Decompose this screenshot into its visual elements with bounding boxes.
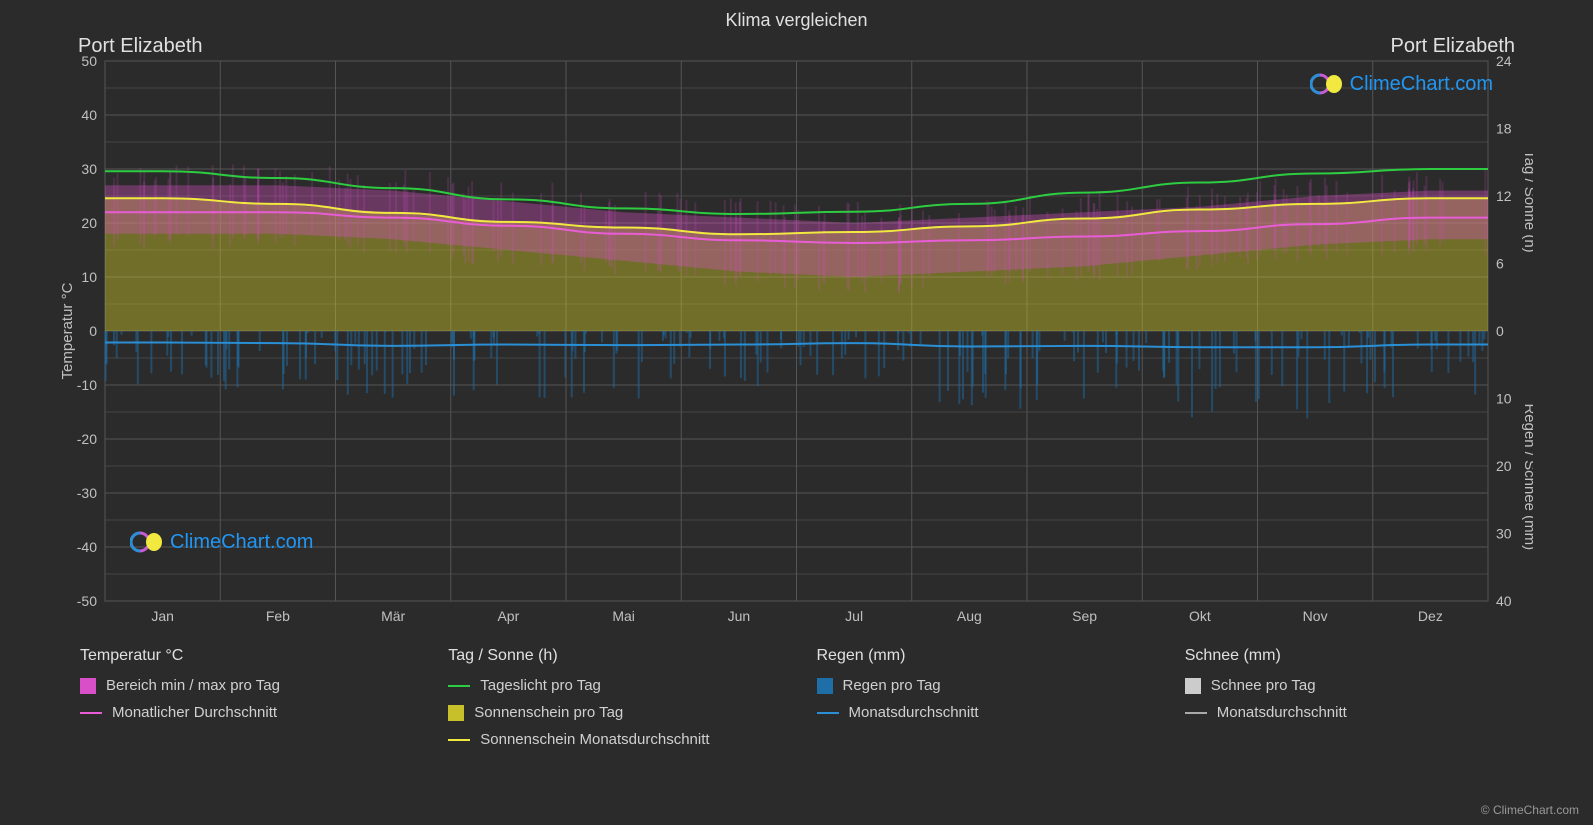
chart-title: Klima vergleichen bbox=[0, 0, 1593, 31]
svg-text:12: 12 bbox=[1496, 188, 1512, 204]
watermark-top: ClimeChart.com bbox=[1310, 72, 1493, 96]
legend: Temperatur °C Bereich min / max pro Tag Mo… bbox=[0, 629, 1593, 758]
legend-item: Sonnenschein pro Tag bbox=[448, 704, 776, 721]
svg-text:18: 18 bbox=[1496, 121, 1512, 137]
svg-text:Apr: Apr bbox=[497, 608, 519, 624]
svg-text:10: 10 bbox=[81, 269, 97, 285]
svg-text:20: 20 bbox=[81, 215, 97, 231]
legend-swatch-icon bbox=[448, 705, 464, 721]
legend-item-label: Tageslicht pro Tag bbox=[480, 677, 601, 694]
svg-text:20: 20 bbox=[1496, 458, 1512, 474]
svg-text:Jan: Jan bbox=[151, 608, 174, 624]
watermark-bottom: ClimeChart.com bbox=[130, 530, 313, 554]
legend-group: Temperatur °C Bereich min / max pro Tag Mo… bbox=[80, 647, 408, 758]
svg-text:-10: -10 bbox=[77, 377, 97, 393]
legend-group: Regen (mm) Regen pro Tag Monatsdurchschnit… bbox=[817, 647, 1145, 758]
legend-item: Schnee pro Tag bbox=[1185, 677, 1513, 694]
svg-text:30: 30 bbox=[81, 161, 97, 177]
svg-text:Mai: Mai bbox=[612, 608, 635, 624]
svg-text:Jun: Jun bbox=[728, 608, 751, 624]
legend-item-label: Monatsdurchschnitt bbox=[1217, 704, 1347, 721]
legend-group-title: Schnee (mm) bbox=[1185, 647, 1513, 665]
legend-item: Tageslicht pro Tag bbox=[448, 677, 776, 694]
legend-item-label: Monatsdurchschnitt bbox=[849, 704, 979, 721]
legend-group: Tag / Sonne (h) Tageslicht pro Tag Sonnens… bbox=[448, 647, 776, 758]
legend-swatch-icon bbox=[80, 678, 96, 694]
svg-text:Feb: Feb bbox=[266, 608, 290, 624]
svg-text:Nov: Nov bbox=[1303, 608, 1328, 624]
legend-item: Monatsdurchschnitt bbox=[1185, 704, 1513, 721]
svg-text:40: 40 bbox=[81, 107, 97, 123]
legend-swatch-icon bbox=[1185, 678, 1201, 694]
legend-item-label: Schnee pro Tag bbox=[1211, 677, 1316, 694]
svg-text:0: 0 bbox=[1496, 323, 1504, 339]
legend-item: Monatsdurchschnitt bbox=[817, 704, 1145, 721]
legend-swatch-icon bbox=[817, 678, 833, 694]
legend-line-icon bbox=[448, 739, 470, 741]
svg-text:Aug: Aug bbox=[957, 608, 982, 624]
copyright-text: © ClimeChart.com bbox=[1481, 803, 1579, 817]
legend-item-label: Monatlicher Durchschnitt bbox=[112, 704, 277, 721]
svg-text:30: 30 bbox=[1496, 526, 1512, 542]
legend-line-icon bbox=[80, 712, 102, 714]
svg-text:Mär: Mär bbox=[381, 608, 405, 624]
svg-text:0: 0 bbox=[89, 323, 97, 339]
svg-text:Sep: Sep bbox=[1072, 608, 1097, 624]
legend-group-title: Temperatur °C bbox=[80, 647, 408, 665]
watermark-text: ClimeChart.com bbox=[1350, 73, 1493, 96]
svg-text:Dez: Dez bbox=[1418, 608, 1443, 624]
legend-group: Schnee (mm) Schnee pro Tag Monatsdurchschn… bbox=[1185, 647, 1513, 758]
svg-text:-50: -50 bbox=[77, 593, 97, 609]
svg-text:40: 40 bbox=[1496, 593, 1512, 609]
legend-item: Regen pro Tag bbox=[817, 677, 1145, 694]
svg-text:Temperatur °C: Temperatur °C bbox=[60, 282, 76, 379]
legend-line-icon bbox=[817, 712, 839, 714]
svg-text:-30: -30 bbox=[77, 485, 97, 501]
legend-item-label: Regen pro Tag bbox=[843, 677, 941, 694]
svg-text:10: 10 bbox=[1496, 391, 1512, 407]
svg-text:Jul: Jul bbox=[845, 608, 863, 624]
watermark-text: ClimeChart.com bbox=[170, 531, 313, 554]
legend-line-icon bbox=[448, 685, 470, 687]
legend-item-label: Bereich min / max pro Tag bbox=[106, 677, 280, 694]
svg-text:Okt: Okt bbox=[1189, 608, 1211, 624]
location-label-right: Port Elizabeth bbox=[1390, 35, 1515, 58]
svg-text:Tag / Sonne (h): Tag / Sonne (h) bbox=[1521, 150, 1533, 253]
legend-item: Monatlicher Durchschnitt bbox=[80, 704, 408, 721]
legend-item-label: Sonnenschein Monatsdurchschnitt bbox=[480, 731, 709, 748]
legend-group-title: Tag / Sonne (h) bbox=[448, 647, 776, 665]
svg-text:Regen / Schnee (mm): Regen / Schnee (mm) bbox=[1521, 403, 1533, 550]
legend-item: Sonnenschein Monatsdurchschnitt bbox=[448, 731, 776, 748]
legend-item-label: Sonnenschein pro Tag bbox=[474, 704, 623, 721]
svg-text:6: 6 bbox=[1496, 256, 1504, 272]
legend-item: Bereich min / max pro Tag bbox=[80, 677, 408, 694]
location-label-left: Port Elizabeth bbox=[78, 35, 203, 58]
svg-text:-20: -20 bbox=[77, 431, 97, 447]
legend-line-icon bbox=[1185, 712, 1207, 714]
legend-group-title: Regen (mm) bbox=[817, 647, 1145, 665]
svg-text:-40: -40 bbox=[77, 539, 97, 555]
